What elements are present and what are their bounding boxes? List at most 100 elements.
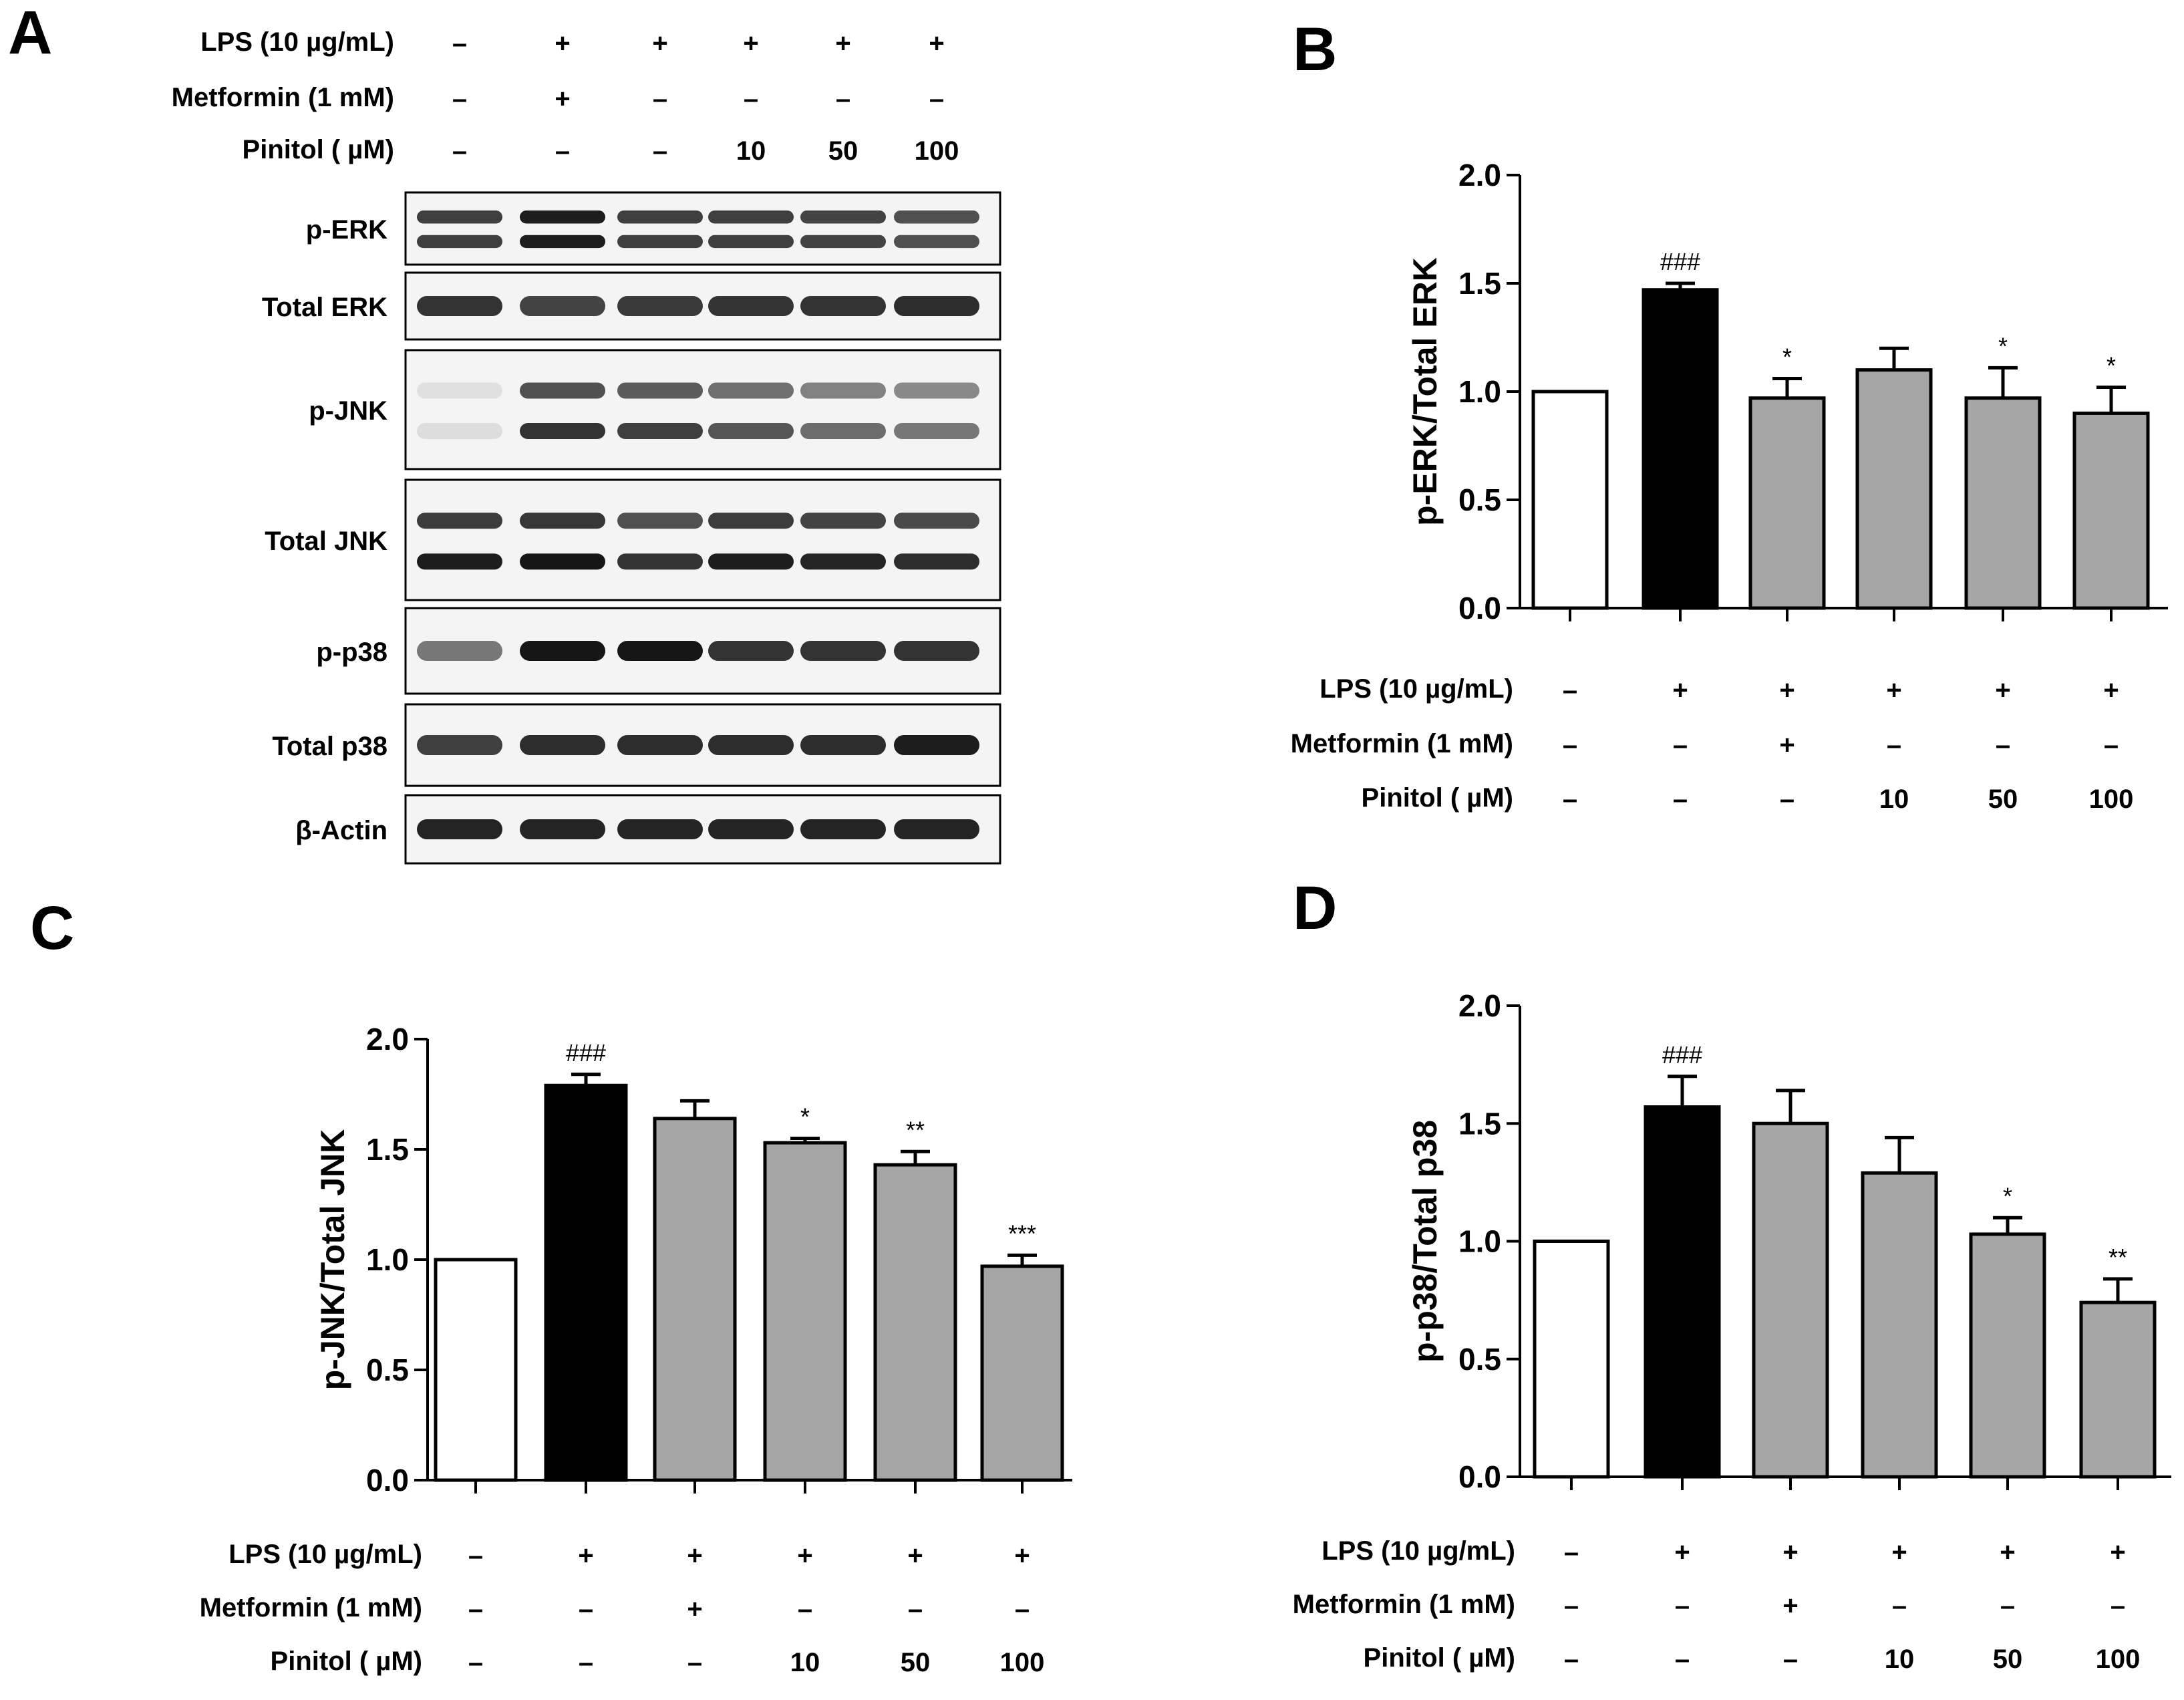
treatment-value: + [1674,1538,1690,1567]
treatment-label: Pinitol ( µM) [243,135,394,164]
y-tick-label: 0.5 [1458,1342,1501,1377]
y-tick-label: 1.5 [1458,266,1501,301]
blot-band [708,423,794,440]
treatment-label: Metformin (1 mM) [1293,1590,1515,1619]
treatment-value: – [2111,1591,2125,1620]
blot-label: Total ERK [262,293,387,322]
treatment-value: – [579,1648,593,1677]
blot-band [417,641,502,661]
significance-marker: ### [1660,248,1700,275]
treatment-value: – [452,29,467,58]
treatment-value: – [452,84,467,114]
blot-frame [404,191,1001,266]
y-tick-label: 0.0 [1458,1459,1501,1494]
panel-letter-d: D [1293,874,1337,942]
treatment-value: – [2000,1591,2015,1620]
bar [2072,411,2150,610]
treatment-label: LPS (10 µg/mL) [1321,1536,1515,1566]
blot-band [708,382,794,399]
bar [763,1141,847,1482]
treatment-value: + [907,1541,923,1570]
treatment-value: + [1886,676,1901,705]
treatment-label: Metformin (1 mM) [200,1593,422,1622]
treatment-value: 10 [736,136,766,166]
blot-band [417,382,502,399]
bar [1861,1171,1938,1479]
treatment-value: 100 [2089,785,2134,814]
treatment-value: – [687,1648,702,1677]
treatment-value: – [1892,1591,1907,1620]
blot-label: Total JNK [265,527,387,556]
bar [1748,396,1826,610]
treatment-value: – [1783,1645,1798,1674]
blot-band [800,819,886,839]
blot-frame [404,478,1001,601]
treatment-label: Metformin (1 mM) [1291,729,1513,758]
treatment-value: – [1563,785,1577,814]
blot-band [800,235,886,249]
blot-band [894,513,979,529]
blot-band [520,423,605,440]
blot-band [708,641,794,661]
treatment-value: – [468,1648,483,1677]
treatment-value: + [797,1541,812,1570]
bar [1964,396,2042,610]
blot-band [800,513,886,529]
treatment-value: + [1782,1538,1798,1567]
treatment-value: + [929,29,944,58]
treatment-value: + [1779,676,1795,705]
treatment-value: + [1779,730,1795,760]
blot-band [617,210,703,224]
blot-band [617,296,703,316]
significance-marker: ### [566,1039,606,1067]
treatment-value: + [1672,676,1688,705]
blot-band [417,423,502,440]
treatment-value: + [578,1541,593,1570]
treatment-value: – [2104,730,2119,760]
significance-marker: ** [906,1116,925,1143]
bar [873,1163,957,1482]
treatment-value: 100 [2096,1645,2141,1674]
treatment-value: + [1995,676,2010,705]
treatment-value: – [1015,1594,1030,1624]
blot-label: p-JNK [309,396,387,426]
y-tick-label: 0.5 [1458,482,1501,517]
significance-marker: *** [1008,1220,1036,1247]
panel-letter-c: C [30,894,74,962]
blot-frame [404,349,1001,470]
treatment-value: – [1564,1538,1579,1567]
treatment-label: LPS (10 µg/mL) [1319,674,1513,704]
blot-band [520,235,605,249]
chart-p-p38: 0.00.51.01.52.0p-p38/Total p38###***LPS … [1293,988,2171,1674]
treatment-value: – [653,84,667,114]
blot-band [417,735,502,755]
treatment-value: – [1673,730,1688,760]
y-tick-label: 1.0 [366,1242,409,1277]
y-tick-label: 0.0 [366,1463,409,1498]
treatment-label: LPS (10 µg/mL) [228,1540,422,1569]
treatment-value: + [2110,1538,2125,1567]
treatment-label: Pinitol ( µM) [1364,1643,1515,1673]
blot-band [800,553,886,570]
y-tick-label: 0.0 [1458,591,1501,625]
treatment-value: + [1014,1541,1030,1570]
blot-band [708,513,794,529]
treatment-value: – [836,84,850,114]
significance-marker: * [1782,343,1792,371]
bar [1752,1121,1829,1479]
blot-band [617,423,703,440]
bar [980,1264,1064,1482]
treatment-value: + [1782,1591,1798,1620]
significance-marker: * [800,1103,810,1131]
treatment-label: Pinitol ( µM) [271,1647,422,1676]
treatment-label: LPS (10 µg/mL) [200,27,394,57]
treatment-value: – [1996,730,2010,760]
y-tick-label: 2.0 [1458,988,1501,1023]
bar [1644,1105,1721,1479]
blot-band [417,553,502,570]
blot-band [617,553,703,570]
chart-p-erk: 0.0 0.5 1.0 1.5 2.0 p-ERK/Total ERK ### * * * LPS … [1291,158,2168,814]
bar [653,1117,737,1482]
blot-label: p-ERK [306,215,387,245]
blot-band [417,819,502,839]
